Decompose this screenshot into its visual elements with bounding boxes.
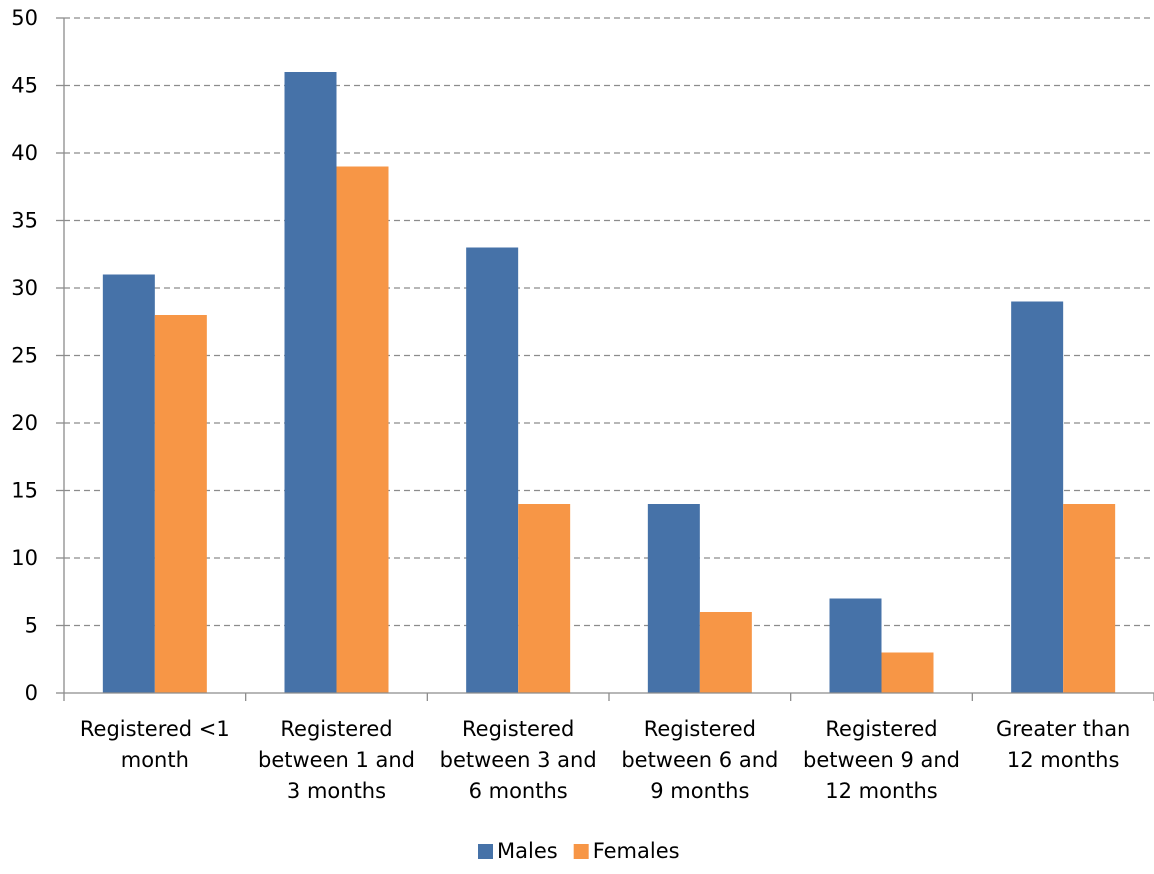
bar-males	[284, 72, 337, 693]
y-tick-label: 10	[11, 546, 38, 570]
x-category-label: Registered	[644, 717, 756, 741]
y-tick-label: 5	[25, 614, 38, 638]
y-tick-label: 0	[25, 681, 38, 705]
bar-males	[1011, 301, 1064, 693]
x-category-label: Registered	[280, 717, 392, 741]
bar-males	[829, 598, 882, 693]
bar-females	[154, 315, 207, 693]
x-axis-category-labels: Registered <1 month Registered between 1 an…	[80, 717, 1130, 803]
x-category-label: 12 months	[1007, 748, 1120, 772]
y-tick-label: 20	[11, 411, 38, 435]
bar-males	[647, 504, 700, 693]
legend-swatch-females	[573, 844, 589, 859]
x-category-label: Greater than	[996, 717, 1130, 741]
bar-females	[518, 504, 571, 693]
y-tick-label: 40	[11, 141, 38, 165]
x-category-label: between 1 and	[258, 748, 415, 772]
y-tick-label: 35	[11, 209, 38, 233]
x-category-label: between 9 and	[803, 748, 960, 772]
legend-label-females: Females	[593, 839, 680, 863]
x-category-label: Registered	[825, 717, 937, 741]
x-category-label: 12 months	[825, 779, 938, 803]
x-category-label: 9 months	[650, 779, 749, 803]
x-category-label: Registered <1	[80, 717, 230, 741]
bar-females	[336, 166, 389, 693]
legend-swatch-males	[478, 844, 493, 859]
x-category-label: 3 months	[287, 779, 386, 803]
y-tick-label: 25	[11, 344, 38, 368]
gridlines	[64, 17, 1154, 627]
x-category-label: between 6 and	[621, 748, 778, 772]
y-tick-label: 30	[11, 276, 38, 300]
legend-label-males: Males	[497, 839, 558, 863]
bar-females	[1063, 504, 1116, 693]
bar-females	[881, 652, 934, 693]
x-category-label: 6 months	[469, 779, 568, 803]
x-category-label: month	[121, 748, 189, 772]
axes	[56, 17, 1154, 701]
y-tick-label: 45	[11, 74, 38, 98]
y-tick-label: 50	[11, 6, 38, 30]
legend: Males Females	[478, 839, 680, 863]
y-axis-tick-labels: 0 5 10 15 20 25 30 35 40 45 50	[11, 6, 38, 705]
x-category-label: between 3 and	[440, 748, 597, 772]
y-tick-label: 15	[11, 479, 38, 503]
bar-males	[102, 274, 155, 693]
bars	[102, 72, 1116, 693]
x-category-label: Registered	[462, 717, 574, 741]
bar-females	[699, 612, 752, 693]
bar-males	[466, 247, 519, 693]
